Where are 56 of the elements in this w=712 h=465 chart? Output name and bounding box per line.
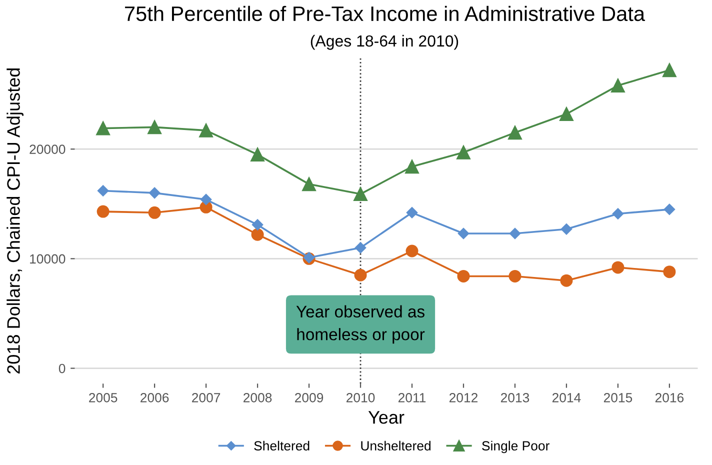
y-axis-title: 2018 Dollars, Chained CPI-U Adjusted (6, 68, 24, 374)
point (662, 63, 676, 78)
x-tick-label: 2012 (449, 393, 478, 402)
point (200, 194, 212, 206)
point (148, 187, 160, 199)
point (96, 205, 110, 218)
point (664, 204, 676, 215)
chart-title: 75th Percentile of Pre-Tax Income in Administrative Data (125, 6, 646, 22)
point (509, 228, 521, 240)
point (611, 78, 625, 92)
point (96, 121, 110, 136)
annotation: Year observed as homeless or poor (296, 305, 425, 344)
point (148, 120, 162, 134)
point (406, 244, 418, 258)
point (302, 177, 316, 192)
x-tick-label: 2006 (140, 393, 169, 402)
point (199, 124, 213, 138)
x-tick-label: 2014 (552, 393, 581, 402)
point (251, 228, 264, 241)
y-tick-label: 0 (58, 364, 66, 374)
point (560, 274, 573, 287)
point (252, 219, 264, 230)
x-tick-label: 2013 (500, 393, 530, 402)
point (560, 223, 572, 235)
x-tick-label: 2016 (655, 393, 684, 402)
x-tick-label: 2007 (192, 393, 220, 402)
point (405, 160, 419, 174)
x-tick-label: 2008 (244, 393, 272, 402)
point (250, 148, 264, 162)
x-tick-label: 2010 (346, 393, 375, 402)
point (560, 107, 574, 121)
point (354, 242, 366, 254)
point (612, 261, 624, 274)
point (354, 268, 367, 282)
chart-subtitle: (Ages 18-64 in 2010) (310, 34, 458, 50)
point (663, 266, 676, 278)
x-axis-title: Year (368, 411, 404, 424)
y-tick-label: 10000 (30, 254, 66, 264)
point (612, 208, 624, 220)
x-tick-label: 2009 (295, 393, 324, 402)
legend-label: Unsheltered (361, 440, 430, 451)
legend-label: Sheltered (254, 440, 310, 451)
point (97, 185, 109, 196)
x-tick-label: 2005 (89, 393, 118, 402)
point (148, 206, 161, 219)
point (457, 270, 470, 282)
point (354, 187, 368, 201)
point (458, 228, 470, 240)
y-tick-label: 20000 (30, 144, 66, 154)
point (508, 270, 522, 282)
x-tick-label: 2015 (604, 393, 632, 402)
point (456, 145, 470, 160)
point (508, 126, 522, 140)
point (406, 207, 418, 218)
legend-label: Single Poor (482, 440, 550, 454)
x-tick-label: 2011 (398, 393, 426, 402)
